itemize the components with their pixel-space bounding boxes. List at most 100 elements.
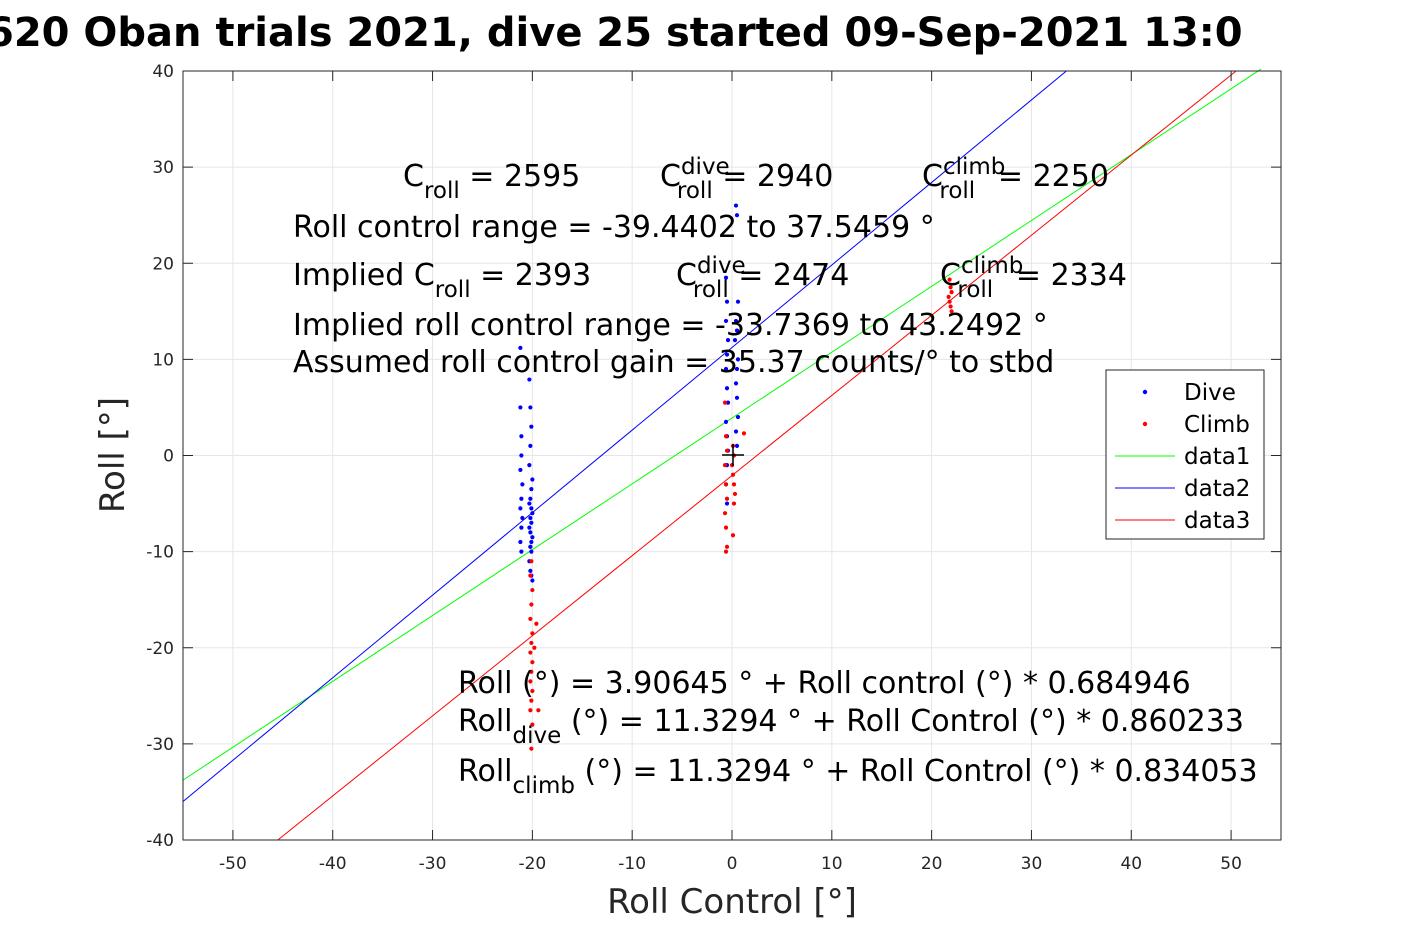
point-dive [518,506,523,511]
point-climb [529,640,534,646]
legend-label: Climb [1184,412,1250,438]
point-climb [723,549,729,554]
x-tick-label: 50 [1220,854,1242,874]
annotation-text: Implied roll control range = -33.7369 to… [293,308,1048,343]
point-dive [519,434,524,439]
point-climb [528,573,533,578]
point-dive [734,213,740,218]
point-climb [529,698,534,703]
point-dive [519,549,524,554]
point-climb [528,650,533,655]
annotation-text: Rolldive (°) = 11.3294 ° + Roll Control … [458,704,1244,749]
point-climb [949,289,954,295]
x-axis-label: Roll Control [°] [607,882,857,922]
point-dive [723,275,729,280]
chart-title: 620 Oban trials 2021, dive 25 started 09… [0,10,1243,56]
point-climb [724,496,730,501]
point-dive [723,419,729,424]
series-line-data1 [182,68,1262,781]
point-climb [731,482,737,487]
y-tick-label: -10 [146,543,174,563]
point-dive [733,429,739,434]
point-dive [528,405,533,410]
y-tick-label: 40 [152,62,174,82]
point-climb [947,277,952,282]
point-dive [527,501,532,506]
point-climb [730,472,736,477]
point-dive [733,381,739,386]
point-climb [530,660,535,665]
point-climb [528,679,533,684]
point-climb [723,434,729,439]
annotation-text: Croll = 2595 [403,159,580,204]
y-tick-label: 0 [163,447,174,467]
point-climb [947,299,952,304]
point-dive [735,299,741,304]
point-dive [518,345,523,350]
point-dive [528,515,533,521]
legend-label: Dive [1184,380,1236,406]
point-dive [529,506,534,511]
scatter-points [518,203,954,751]
point-climb [530,587,535,593]
y-tick-label: -30 [146,735,174,755]
point-climb [529,602,534,607]
point-dive [528,544,533,549]
point-dive [724,386,730,391]
point-dive [529,424,534,429]
axis-ticks: -50 -40 -30 -20 -10 0 10 20 30 40 50 -40 -30 -20 -10 0 1… [146,62,1281,874]
point-dive [734,366,740,372]
x-tick-label: -30 [419,854,447,874]
annotation-text: Cdive roll = 2474 [676,253,849,303]
point-dive [735,357,741,362]
x-tick-label: -40 [319,854,347,874]
point-dive [734,443,740,448]
y-tick-label: 30 [152,158,174,178]
point-dive [530,511,535,516]
point-dive [723,366,729,372]
x-tick-label: -20 [518,854,546,874]
legend-label: data3 [1184,508,1250,534]
legend: Dive Climb data1 data2 data3 [1105,369,1265,540]
point-dive [527,377,532,382]
point-dive [527,525,532,530]
point-climb [731,501,737,506]
legend-label: data2 [1184,476,1250,502]
point-climb [723,525,729,530]
annotation-text: Roll (°) = 3.90645 ° + Roll control (°) … [458,666,1191,701]
point-dive [527,463,532,468]
point-dive [518,539,523,545]
point-climb [724,544,730,549]
point-dive [529,549,534,554]
point-climb [741,431,747,436]
point-dive [723,318,729,324]
point-climb [532,645,537,650]
point-climb [536,708,541,713]
point-climb [948,304,953,309]
annotation-text: Roll control range = -39.4402 to 37.5459… [293,210,935,245]
point-dive [724,352,730,357]
point-climb [534,621,539,626]
annotation-text: Cdive roll = 2940 [660,154,833,204]
point-climb [530,722,535,727]
point-dive [519,525,524,530]
annotation-text: Rollclimb (°) = 11.3294 ° + Roll Control… [458,754,1258,799]
legend-marker-climb [1142,421,1148,427]
point-climb [530,631,535,636]
fit-lines [182,68,1262,841]
point-climb [529,559,534,564]
center-crosshair [722,444,744,466]
annotation-text: Assumed roll control gain = 35.37 counts… [293,345,1054,380]
point-dive [528,496,533,501]
x-tick-label: 40 [1120,854,1142,874]
point-dive [530,477,535,482]
point-climb [529,746,534,751]
point-climb [529,669,534,674]
y-tick-label: 20 [152,254,174,274]
point-dive [520,482,525,487]
point-dive [725,400,731,405]
point-dive [734,328,740,333]
legend-label: data1 [1184,444,1250,470]
x-tick-label: 10 [821,854,843,874]
